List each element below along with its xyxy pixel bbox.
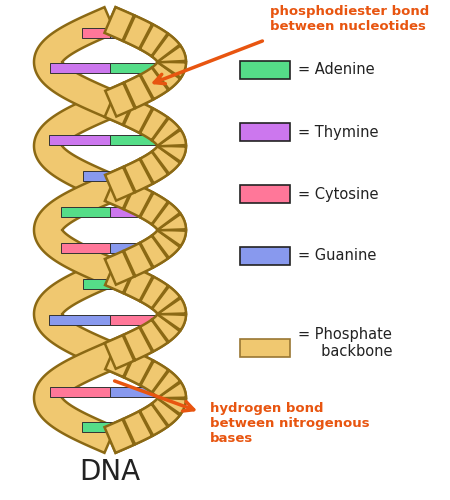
Polygon shape [140,68,168,99]
Polygon shape [158,130,186,146]
Bar [110,422,138,432]
Bar [83,171,110,181]
Polygon shape [104,7,134,41]
Polygon shape [124,159,153,192]
Polygon shape [140,192,168,224]
Polygon shape [124,243,153,276]
Polygon shape [152,286,180,314]
Polygon shape [140,152,168,183]
Bar [110,64,170,74]
Bar [110,350,111,360]
Polygon shape [152,230,180,258]
Bar [110,279,136,289]
Polygon shape [140,108,168,140]
Polygon shape [152,62,180,90]
Polygon shape [140,277,168,308]
Bar [110,243,158,253]
Text: phosphodiester bond
between nucleotides: phosphodiester bond between nucleotides [270,5,429,33]
Text: = Adenine: = Adenine [298,62,374,78]
FancyBboxPatch shape [240,61,290,79]
Text: = Thymine: = Thymine [298,124,378,140]
Bar [110,136,171,145]
Polygon shape [124,327,153,360]
Bar [83,279,110,289]
Polygon shape [104,419,134,453]
Polygon shape [152,34,180,62]
Polygon shape [105,91,134,125]
Polygon shape [124,75,153,108]
Polygon shape [105,344,135,377]
Polygon shape [105,251,135,284]
Bar [50,314,110,324]
Bar [110,207,158,217]
Bar [82,28,110,38]
Polygon shape [124,184,153,217]
Bar [110,171,136,181]
Bar [109,100,110,110]
Polygon shape [158,298,186,314]
Polygon shape [124,268,153,301]
Polygon shape [140,320,168,352]
Polygon shape [124,100,153,133]
FancyBboxPatch shape [240,247,290,265]
Bar [109,350,110,360]
Polygon shape [152,202,180,230]
Polygon shape [152,314,180,342]
Polygon shape [158,214,186,230]
Text: = Phosphate
     backbone: = Phosphate backbone [298,327,392,359]
Polygon shape [158,230,186,246]
Bar [110,314,171,324]
Polygon shape [105,335,134,369]
Polygon shape [158,314,186,330]
Bar [50,136,110,145]
FancyBboxPatch shape [240,185,290,203]
Polygon shape [158,62,186,78]
Polygon shape [158,398,186,414]
Polygon shape [123,16,152,49]
Polygon shape [105,260,135,293]
Polygon shape [152,370,180,398]
Bar [110,100,111,110]
Polygon shape [105,83,135,116]
Text: = Cytosine: = Cytosine [298,186,378,202]
Polygon shape [34,7,186,453]
Polygon shape [123,411,152,444]
FancyBboxPatch shape [240,339,290,357]
Bar [82,422,110,432]
FancyBboxPatch shape [240,123,290,141]
Polygon shape [152,398,180,426]
Polygon shape [158,146,186,162]
Polygon shape [124,352,153,385]
Polygon shape [140,361,168,392]
Bar [62,207,110,217]
Bar [110,28,138,38]
Polygon shape [34,7,186,453]
Polygon shape [158,46,186,62]
Bar [62,243,110,253]
Text: DNA: DNA [80,458,140,486]
Polygon shape [158,382,186,398]
Polygon shape [105,167,135,200]
Polygon shape [152,146,180,174]
Bar [50,386,110,396]
Text: = Guanine: = Guanine [298,248,376,264]
Polygon shape [140,24,168,56]
Polygon shape [105,176,135,209]
Text: hydrogen bond
between nitrogenous
bases: hydrogen bond between nitrogenous bases [210,402,369,445]
Polygon shape [140,404,168,436]
Bar [50,64,110,74]
Polygon shape [140,236,168,268]
Bar [110,386,170,396]
Polygon shape [152,118,180,146]
